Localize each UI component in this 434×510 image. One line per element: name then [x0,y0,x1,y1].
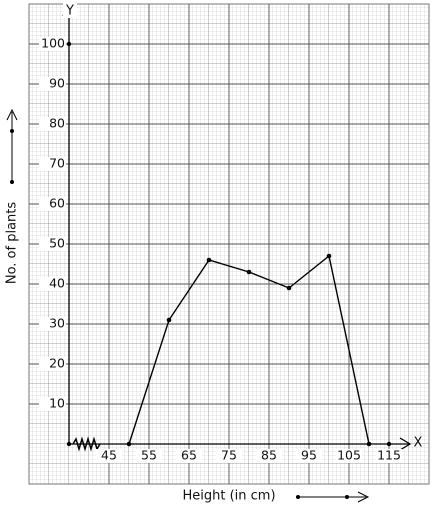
y-tick-label: 10 [49,396,65,411]
origin-dot [66,441,72,447]
tick-label-bg [39,157,66,171]
tick-label-bg [256,449,282,463]
axis-break [72,436,101,452]
x-tick-label: 55 [141,448,157,463]
tick-label-bg [39,77,66,91]
point [286,285,292,291]
x-dot [386,441,392,447]
x-tick-label: 95 [301,448,317,463]
x-axis-name: X [414,436,423,451]
grid [29,4,429,484]
x-tick-label: 45 [101,448,117,463]
tick-label-bg [216,449,242,463]
x-tick-label: 65 [181,448,197,463]
deco-dot [296,495,300,499]
y-tick-label: 70 [49,156,65,171]
label-bg [176,486,280,504]
deco-dot [10,129,14,133]
x-axis-label: Height (in cm) [182,489,275,504]
deco-dot [10,180,14,184]
label-bg [63,3,77,18]
tick-label-bg [336,449,362,463]
tick-label-bg [39,117,66,131]
tick-label-bg [39,397,66,411]
y-axis-name: Y [65,4,74,19]
y-tick-label: 90 [49,76,65,91]
y-dot [66,41,72,47]
y-tick-label: 60 [49,196,65,211]
y-tick-label: 40 [49,276,65,291]
deco-arrow-head [6,108,18,121]
tick-label-bg [136,449,162,463]
tick-label-bg [39,317,66,331]
tick-label-bg [376,449,402,463]
tick-label-bg [39,277,66,291]
tick-label-bg [39,357,66,371]
tick-label-bg [39,237,66,251]
y-tick-label: 20 [49,356,65,371]
point [246,269,252,275]
deco-arrow-head [357,491,370,503]
y-axis-label: No. of plants [5,202,20,285]
tick-label-bg [296,449,322,463]
x-arrow [399,437,412,451]
y-tick-label: 50 [49,236,65,251]
tick-label-bg [39,197,66,211]
y-tick-label: 30 [49,316,65,331]
y-tick-label: 80 [49,116,65,131]
tick-label-bg [176,449,202,463]
deco-dot [345,495,349,499]
point [366,441,372,447]
tick-label-bg [39,37,66,51]
point [166,317,172,323]
point [326,253,332,259]
tick-label-bg [96,449,122,463]
point [206,257,212,263]
y-tick-label: 100 [41,36,65,51]
x-tick-label: 85 [261,448,277,463]
x-tick-label: 75 [221,448,237,463]
x-tick-label: 105 [337,448,361,463]
x-tick-label: 115 [377,448,401,463]
point [126,441,132,447]
